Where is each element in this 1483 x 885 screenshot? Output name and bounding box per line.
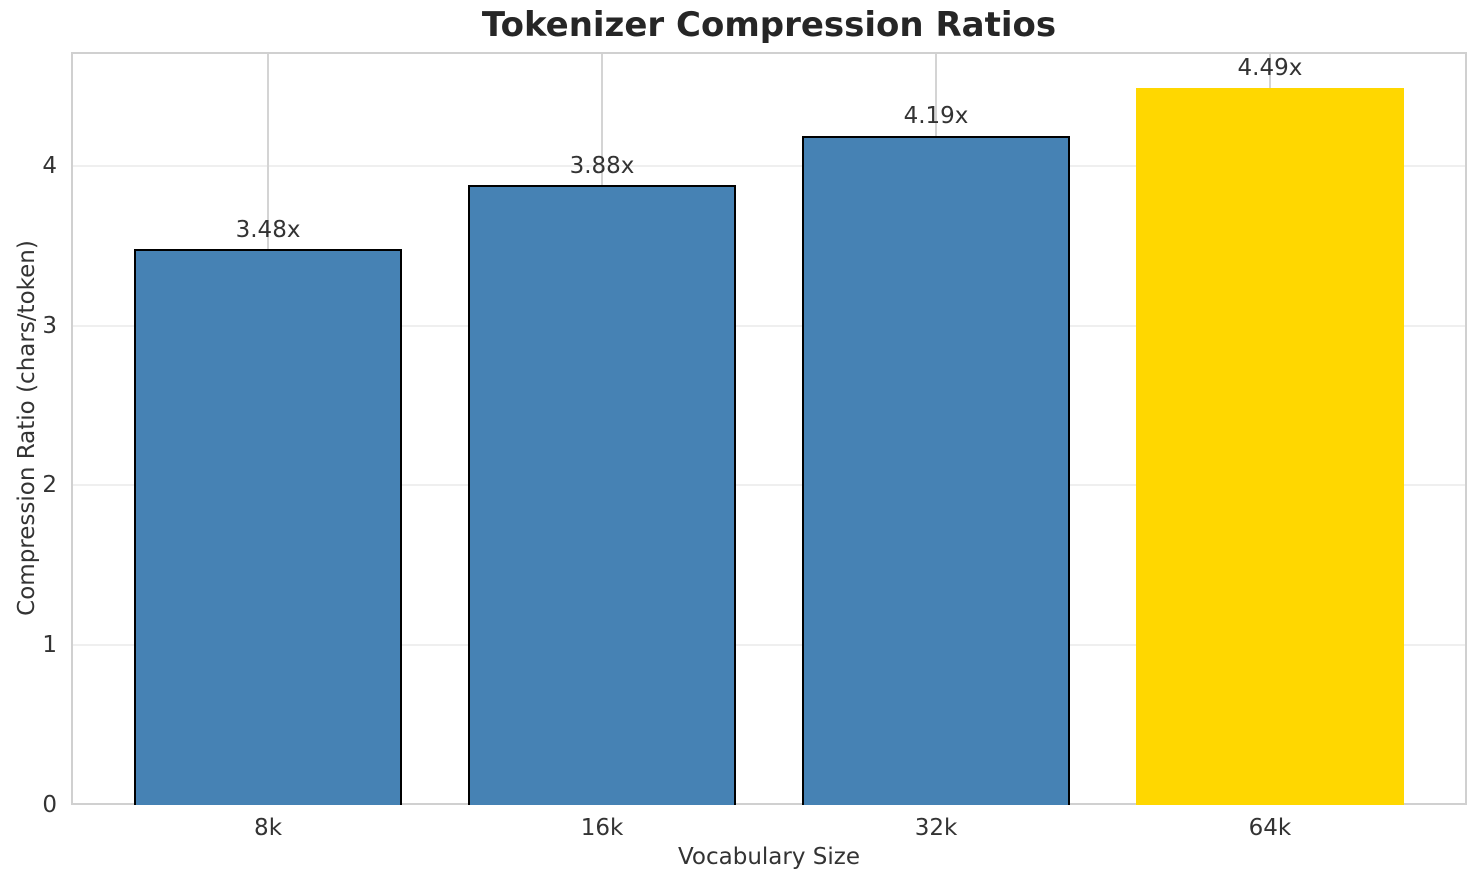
y-axis-label: Compression Ratio (chars/token) — [14, 240, 40, 616]
bar-64k — [1136, 87, 1404, 805]
horizontal-gridline — [71, 164, 1467, 167]
x-axis-label: Vocabulary Size — [677, 844, 860, 870]
x-tick-label: 16k — [580, 815, 624, 841]
spine-right — [1465, 52, 1467, 805]
bar-8k — [134, 249, 402, 805]
plot-area: 3.48x 3.88x 4.19x 4.49x — [71, 52, 1467, 805]
bar-value-label: 3.88x — [569, 152, 635, 179]
y-tick-label: 1 — [42, 632, 57, 659]
x-tick-label: 64k — [1248, 815, 1292, 841]
spine-left — [71, 52, 73, 805]
horizontal-gridline — [71, 484, 1467, 487]
horizontal-gridline — [71, 324, 1467, 327]
chart-title: Tokenizer Compression Ratios — [481, 5, 1057, 45]
x-tick-label: 32k — [914, 815, 958, 841]
spine-top — [71, 52, 1467, 54]
y-tick-label: 0 — [42, 792, 57, 818]
spine-bottom — [71, 803, 1467, 805]
x-tick-label: 8k — [254, 815, 283, 841]
y-tick-label: 3 — [42, 312, 57, 339]
bar-value-label: 4.19x — [903, 103, 969, 130]
bar-value-label: 3.48x — [235, 216, 301, 243]
horizontal-gridline — [71, 644, 1467, 647]
y-tick-label: 4 — [42, 152, 57, 179]
bar-32k — [802, 135, 1070, 805]
bar-16k — [468, 185, 736, 805]
bar-value-label: 4.49x — [1237, 55, 1303, 82]
y-axis-ticks: 0 1 2 3 4 — [0, 0, 57, 885]
y-tick-label: 2 — [42, 472, 57, 499]
